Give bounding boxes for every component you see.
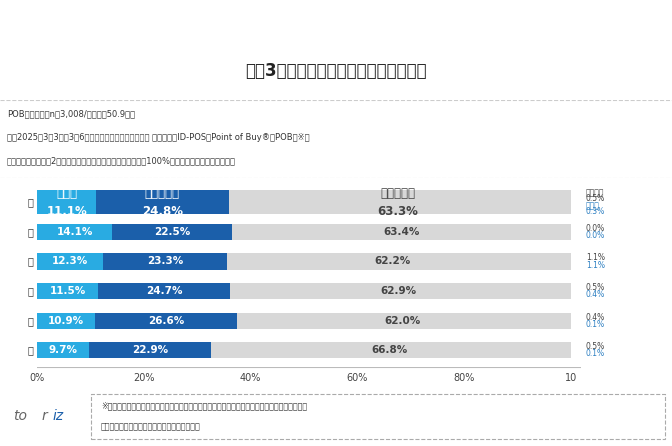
Text: 間：2025年3月3日～3月6日　インターネットリサーチ マルチプルID-POS「Point of Buy®（POB）※」: 間：2025年3月3日～3月6日 インターネットリサーチ マルチプルID-POS… bbox=[7, 133, 309, 142]
Text: 上: 上 bbox=[28, 345, 34, 355]
Bar bbox=[227, 253, 559, 270]
Text: POB会員男女（n＝3,008/平均年齢50.9歳）: POB会員男女（n＝3,008/平均年齢50.9歳） bbox=[7, 109, 135, 118]
Text: 増えた: 増えた bbox=[586, 201, 599, 211]
Text: 減った
11.1%: 減った 11.1% bbox=[46, 187, 87, 218]
Bar bbox=[230, 283, 566, 299]
Text: 0.1%: 0.1% bbox=[586, 349, 605, 359]
Bar bbox=[233, 224, 571, 240]
Text: 少し減った
24.8%: 少し減った 24.8% bbox=[142, 187, 183, 218]
Text: 24.7%: 24.7% bbox=[146, 286, 183, 296]
Bar bbox=[569, 190, 571, 214]
Bar bbox=[559, 253, 564, 270]
Text: 26.6%: 26.6% bbox=[148, 316, 184, 326]
Text: r: r bbox=[42, 409, 48, 423]
Bar bbox=[98, 283, 230, 299]
Text: 60%: 60% bbox=[347, 373, 368, 383]
Bar bbox=[103, 253, 227, 270]
Text: 0%: 0% bbox=[30, 373, 44, 383]
Text: 全: 全 bbox=[28, 197, 34, 207]
Text: 22.9%: 22.9% bbox=[132, 345, 168, 355]
Text: 62.2%: 62.2% bbox=[375, 256, 411, 266]
Bar bbox=[112, 224, 233, 240]
Text: 0.5%: 0.5% bbox=[586, 194, 605, 203]
Text: 少し増え: 少し増え bbox=[586, 188, 604, 197]
Text: 22.5%: 22.5% bbox=[154, 227, 190, 237]
Bar bbox=[564, 253, 571, 270]
Text: 40%: 40% bbox=[240, 373, 261, 383]
Text: 代: 代 bbox=[28, 256, 34, 266]
Bar bbox=[566, 190, 569, 214]
Text: 1.1%: 1.1% bbox=[586, 260, 605, 269]
Text: マルチプルリテール購買データのデータベース: マルチプルリテール購買データのデータベース bbox=[101, 423, 200, 432]
Bar bbox=[37, 342, 89, 359]
Text: 0.3%: 0.3% bbox=[586, 207, 605, 216]
Bar bbox=[237, 313, 568, 329]
Text: 0.0%: 0.0% bbox=[586, 231, 605, 240]
Bar bbox=[37, 224, 112, 240]
Bar bbox=[37, 313, 95, 329]
Text: 23.3%: 23.3% bbox=[146, 256, 183, 266]
Text: 62.0%: 62.0% bbox=[384, 316, 421, 326]
Text: 10: 10 bbox=[564, 373, 577, 383]
Text: 代: 代 bbox=[28, 286, 34, 296]
Text: 12.3%: 12.3% bbox=[52, 256, 88, 266]
Bar bbox=[89, 342, 211, 359]
Bar bbox=[566, 283, 569, 299]
Text: 80%: 80% bbox=[453, 373, 474, 383]
Bar bbox=[567, 342, 570, 359]
Text: 20%: 20% bbox=[133, 373, 155, 383]
Text: 成比は小数点以下第2位を四捨五入しているため、内訳の和が100%にならない場合があります。: 成比は小数点以下第2位を四捨五入しているため、内訳の和が100%にならない場合が… bbox=[7, 156, 236, 165]
Text: 63.4%: 63.4% bbox=[383, 227, 419, 237]
Text: 11.5%: 11.5% bbox=[50, 286, 86, 296]
Text: ※全国の消費者から実際に購入したレシートを収集し、ブランドカテゴリごとにレシートを集計: ※全国の消費者から実際に購入したレシートを収集し、ブランドカテゴリごとにレシート… bbox=[101, 401, 307, 410]
Text: 62.9%: 62.9% bbox=[380, 286, 416, 296]
Bar bbox=[91, 394, 665, 439]
Text: 0.1%: 0.1% bbox=[586, 320, 605, 329]
Bar bbox=[37, 253, 103, 270]
Bar bbox=[228, 190, 566, 214]
Text: 1.1%: 1.1% bbox=[586, 253, 605, 262]
Bar bbox=[37, 190, 96, 214]
Text: to: to bbox=[13, 409, 28, 423]
Text: iz: iz bbox=[52, 409, 64, 423]
Text: 0.0%: 0.0% bbox=[586, 224, 605, 233]
Text: 下: 下 bbox=[28, 227, 34, 237]
Bar bbox=[96, 190, 228, 214]
Text: 代: 代 bbox=[28, 316, 34, 326]
Bar bbox=[95, 313, 237, 329]
Text: 10.9%: 10.9% bbox=[48, 316, 84, 326]
Text: 0.5%: 0.5% bbox=[586, 283, 605, 292]
Text: 0.5%: 0.5% bbox=[586, 342, 605, 351]
Bar bbox=[569, 283, 571, 299]
Text: 66.8%: 66.8% bbox=[371, 345, 407, 355]
Text: 変わらない
63.3%: 変わらない 63.3% bbox=[377, 187, 418, 218]
Bar bbox=[211, 342, 567, 359]
Text: 9.7%: 9.7% bbox=[48, 345, 77, 355]
Bar bbox=[568, 313, 570, 329]
Text: 0.4%: 0.4% bbox=[586, 313, 605, 322]
Text: 14.1%: 14.1% bbox=[56, 227, 93, 237]
Text: 0.4%: 0.4% bbox=[586, 290, 605, 299]
Text: 図表3）　最近の米を食べる頻度の変化: 図表3） 最近の米を食べる頻度の変化 bbox=[245, 62, 427, 80]
Bar bbox=[37, 283, 98, 299]
